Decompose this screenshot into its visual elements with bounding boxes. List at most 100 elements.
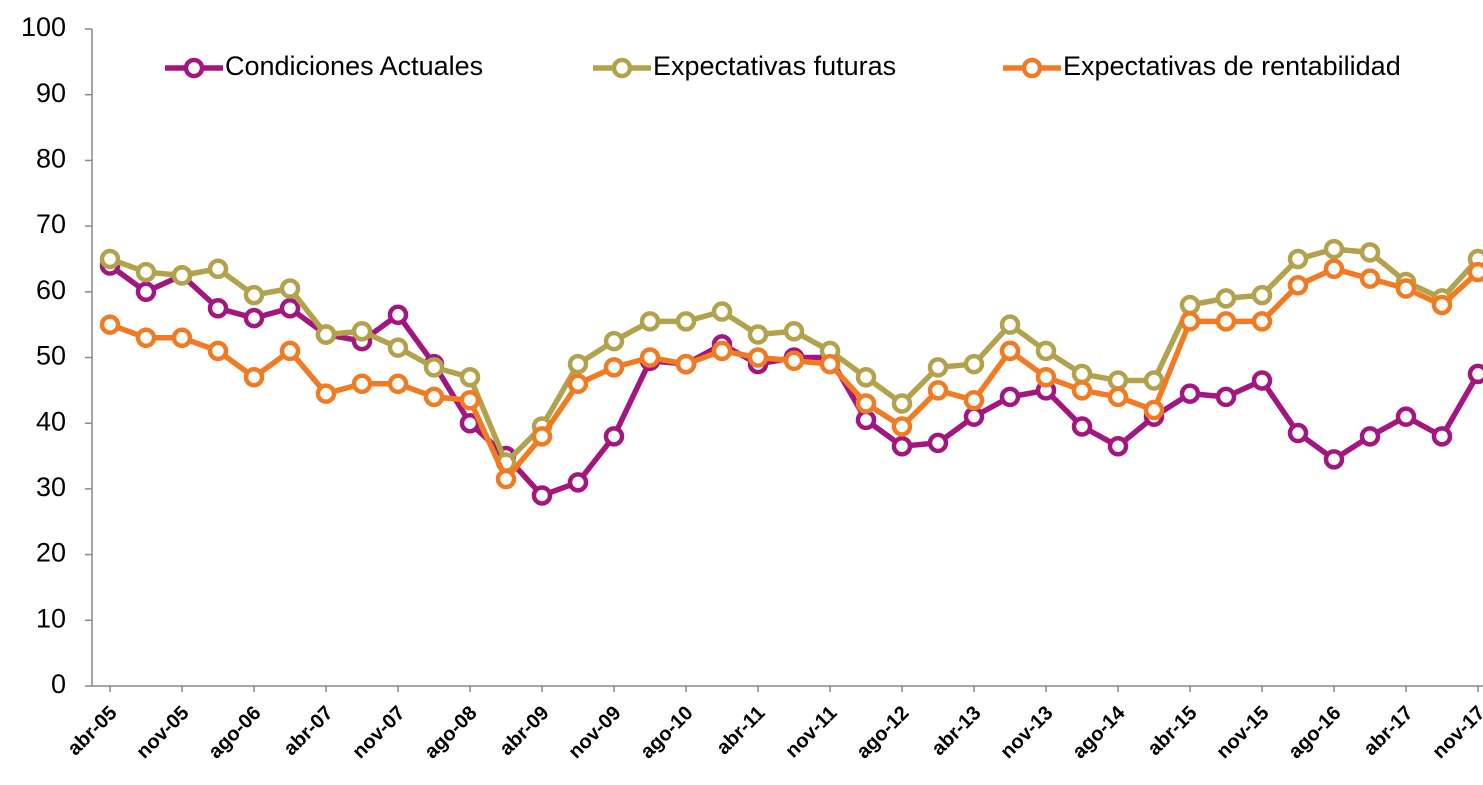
- y-tick-label: 50: [36, 341, 66, 371]
- data-point: [243, 284, 265, 306]
- data-point: [927, 432, 949, 454]
- data-point: [1035, 340, 1057, 362]
- data-point: [1035, 366, 1057, 388]
- data-point: [1431, 294, 1453, 316]
- y-tick-label: 70: [36, 209, 66, 239]
- x-tick-label: nov-09: [564, 702, 625, 763]
- data-point: [1107, 435, 1129, 457]
- x-tick-label: ago-10: [636, 702, 697, 763]
- data-point: [243, 307, 265, 329]
- x-tick-label: ago-12: [852, 702, 913, 763]
- x-tick-label: ago-14: [1068, 701, 1130, 763]
- data-point: [1179, 294, 1201, 316]
- legend-label: Expectativas de rentabilidad: [1063, 51, 1401, 81]
- data-point: [171, 265, 193, 286]
- data-point: [531, 485, 553, 506]
- x-tick-label: ago-06: [204, 702, 265, 763]
- data-point: [1323, 238, 1345, 260]
- data-point: [1467, 363, 1483, 385]
- data-point: [639, 311, 661, 332]
- data-point: [171, 327, 193, 349]
- data-point: [1071, 416, 1093, 437]
- data-point: [891, 435, 913, 457]
- data-point: [1071, 380, 1093, 401]
- data-point: [855, 409, 877, 431]
- legend-marker: [1021, 57, 1043, 79]
- data-point: [1071, 363, 1093, 385]
- data-point: [1287, 422, 1309, 444]
- data-point: [747, 347, 769, 368]
- data-point: [603, 357, 625, 378]
- data-point: [1179, 311, 1201, 332]
- data-point: [135, 281, 157, 303]
- data-point: [423, 357, 445, 378]
- data-point: [963, 353, 985, 375]
- data-point: [1251, 311, 1273, 332]
- data-point: [567, 373, 589, 395]
- data-point: [1359, 242, 1381, 263]
- data-point: [351, 320, 373, 342]
- data-point: [603, 330, 625, 352]
- legend-label: Expectativas futuras: [653, 51, 896, 81]
- data-point: [855, 393, 877, 414]
- data-point: [1323, 258, 1345, 280]
- legend-marker: [611, 57, 633, 79]
- y-tick-label: 60: [36, 275, 66, 305]
- y-tick-label: 90: [36, 78, 66, 108]
- data-point: [927, 380, 949, 401]
- x-tick-label: nov-05: [132, 702, 193, 763]
- data-point: [1359, 426, 1381, 447]
- data-point: [1215, 386, 1237, 408]
- data-point: [531, 426, 553, 447]
- data-point: [1179, 383, 1201, 404]
- x-tick-label: nov-13: [996, 702, 1057, 763]
- data-point: [999, 314, 1021, 335]
- data-point: [603, 426, 625, 447]
- data-point: [639, 347, 661, 368]
- data-point: [1323, 449, 1345, 470]
- data-point: [1431, 426, 1453, 447]
- data-point: [711, 301, 733, 322]
- data-point: [1251, 284, 1273, 306]
- data-point: [747, 324, 769, 345]
- data-point: [1395, 406, 1417, 427]
- data-point: [1287, 248, 1309, 270]
- y-tick-label: 0: [51, 669, 66, 699]
- x-tick-label: abr-11: [712, 702, 769, 759]
- data-point: [963, 389, 985, 411]
- y-tick-label: 20: [36, 538, 66, 568]
- data-point: [783, 320, 805, 342]
- data-point: [1215, 311, 1237, 332]
- x-tick-label: nov-07: [348, 702, 409, 763]
- data-point: [1143, 399, 1165, 421]
- data-point: [999, 340, 1021, 362]
- legend-label: Condiciones Actuales: [225, 51, 483, 81]
- data-point: [387, 337, 409, 358]
- x-tick-label: abr-05: [64, 702, 122, 760]
- data-point: [1143, 370, 1165, 391]
- data-point: [855, 366, 877, 388]
- data-point: [423, 386, 445, 408]
- x-tick-label: ago-16: [1284, 702, 1345, 763]
- x-tick-label: abr-15: [1144, 702, 1202, 760]
- data-point: [279, 297, 301, 319]
- y-tick-label: 80: [36, 144, 66, 174]
- data-point: [675, 311, 697, 332]
- x-tick-label: ago-08: [420, 702, 481, 763]
- data-point: [351, 373, 373, 395]
- data-point: [999, 386, 1021, 408]
- legend-marker: [183, 57, 205, 79]
- data-point: [711, 340, 733, 362]
- data-point: [243, 366, 265, 388]
- data-point: [99, 248, 121, 270]
- data-point: [675, 353, 697, 375]
- data-point: [207, 340, 229, 362]
- data-point: [783, 350, 805, 372]
- x-tick-label: abr-07: [280, 702, 338, 760]
- data-point: [1107, 386, 1129, 408]
- data-point: [279, 340, 301, 362]
- data-point: [567, 353, 589, 375]
- data-point: [1215, 288, 1237, 309]
